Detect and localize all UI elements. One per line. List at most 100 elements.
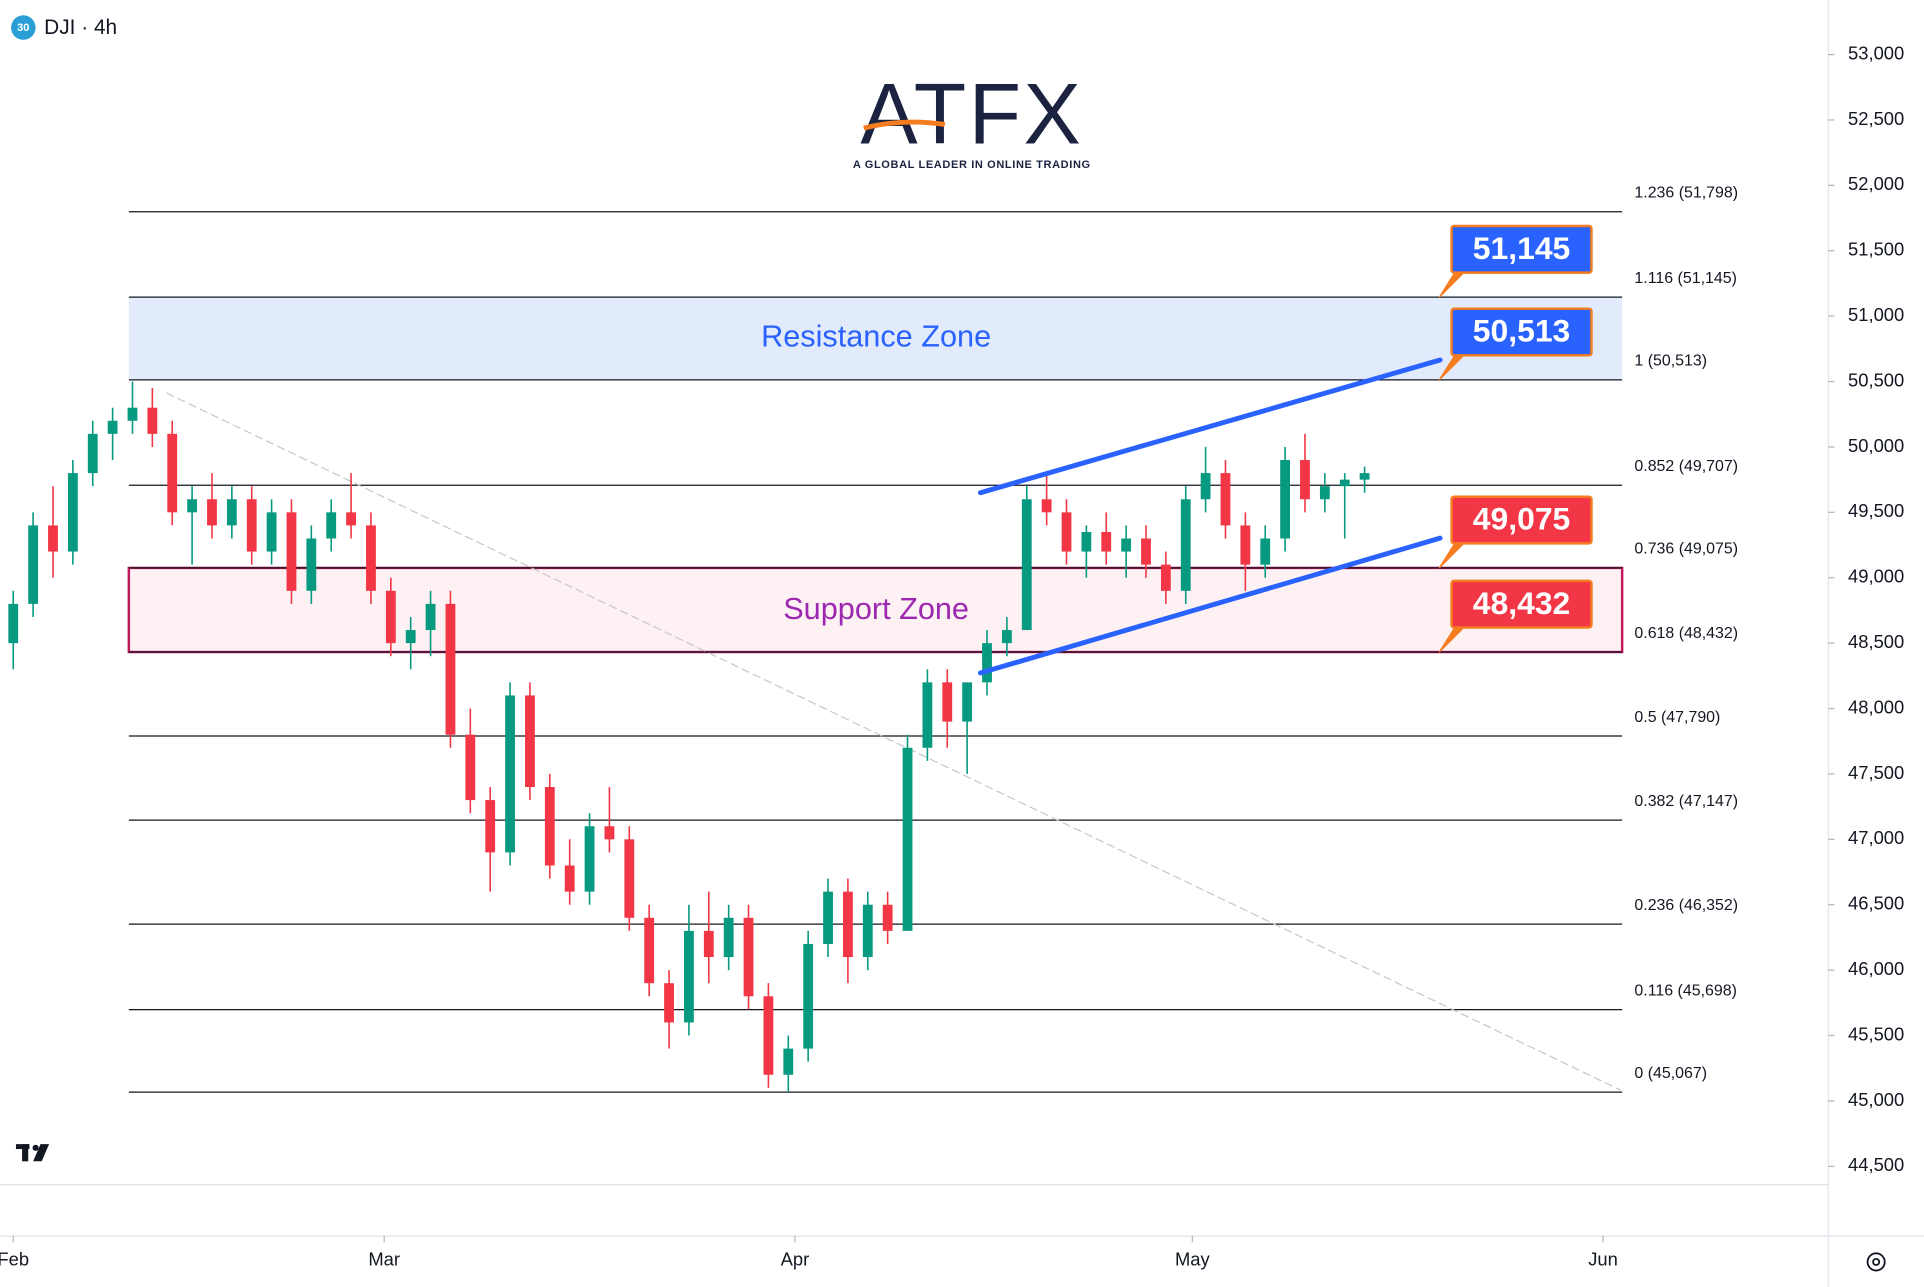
- candle-body: [544, 787, 555, 866]
- candle-body: [1180, 499, 1191, 591]
- candle-body: [1121, 538, 1132, 552]
- fib-label: 0.736 (49,075): [1634, 541, 1738, 558]
- fib-label: 0.5 (47,790): [1634, 709, 1720, 726]
- fib-label: 0.618 (48,432): [1634, 625, 1738, 642]
- settings-icon[interactable]: [1866, 1252, 1886, 1272]
- y-tick-label: 46,000: [1848, 958, 1904, 979]
- candle-body: [1001, 630, 1012, 644]
- trend-line: [977, 535, 1443, 676]
- candle-body: [743, 917, 754, 997]
- callout-box: [1450, 579, 1593, 629]
- candle-body: [48, 525, 58, 552]
- callout-label: 51,145: [1473, 230, 1571, 266]
- candle-body: [982, 643, 992, 683]
- candle-body: [624, 839, 635, 918]
- candle-body: [187, 499, 198, 513]
- candle-body: [485, 800, 496, 853]
- candle-body: [882, 904, 893, 931]
- candle-body: [1021, 499, 1032, 631]
- candle-body: [783, 1048, 794, 1075]
- candle-body: [67, 473, 78, 552]
- y-tick-label: 50,000: [1848, 435, 1904, 456]
- y-tick-label: 49,000: [1848, 566, 1904, 587]
- candle-body: [445, 603, 456, 735]
- brand-swoosh: [863, 119, 946, 131]
- zone-label: Support Zone: [783, 592, 969, 626]
- tradingview-logo: [15, 1144, 50, 1162]
- candle-body: [405, 630, 416, 644]
- callout-label: 48,432: [1473, 585, 1571, 621]
- fib-label: 0.852 (49,707): [1634, 458, 1738, 475]
- y-tick-label: 49,500: [1848, 500, 1904, 521]
- candle-body: [942, 682, 953, 722]
- callout-box: [1450, 307, 1593, 357]
- callout-box: [1450, 224, 1593, 274]
- candle-body: [902, 747, 913, 931]
- overlays: 1.236 (51,798) 1.116 (51,145) 1 (50,513) 0.…: [127, 185, 1738, 1093]
- candle-body: [226, 499, 237, 526]
- y-tick-label: 48,500: [1848, 631, 1904, 652]
- fib-label: 0 (45,067): [1634, 1065, 1707, 1082]
- candle-body: [684, 930, 694, 1023]
- candle-body: [1240, 525, 1251, 565]
- candle-body: [465, 734, 476, 801]
- y-tick-label: 47,000: [1848, 827, 1904, 848]
- candle-body: [505, 695, 515, 853]
- fib-label: 1 (50,513): [1634, 353, 1707, 370]
- chart-title[interactable]: DJI · 4h: [44, 16, 117, 39]
- y-tick-label: 47,500: [1848, 762, 1904, 783]
- candle-body: [723, 917, 734, 958]
- candle-body: [1359, 473, 1370, 480]
- candle-body: [564, 865, 575, 892]
- candle-body: [842, 891, 853, 958]
- y-tick-label: 51,000: [1848, 304, 1904, 325]
- candle-body: [1280, 460, 1291, 539]
- x-tick-label: May: [1175, 1249, 1211, 1270]
- x-tick-label: Apr: [781, 1249, 810, 1270]
- candle-body: [107, 420, 118, 434]
- candle-body: [1200, 473, 1211, 500]
- candle-body: [266, 512, 277, 552]
- brand-tagline: A GLOBAL LEADER IN ONLINE TRADING: [853, 159, 1091, 171]
- candle-body: [1041, 499, 1052, 513]
- zone: [128, 297, 1623, 380]
- y-tick-label: 52,500: [1848, 108, 1904, 129]
- candle-body: [803, 943, 814, 1049]
- candle-body: [127, 407, 138, 421]
- candle-body: [207, 499, 217, 526]
- candle-body: [246, 499, 257, 552]
- fib-label: 0.382 (47,147): [1634, 793, 1738, 810]
- candle-body: [1339, 479, 1350, 487]
- fib-label: 0.116 (45,698): [1634, 982, 1737, 999]
- fib-label: 0.236 (46,352): [1634, 897, 1738, 914]
- y-tick-label: 53,000: [1848, 42, 1904, 63]
- projection-line: [166, 392, 1621, 1091]
- candle-body: [823, 891, 833, 944]
- y-tick-label: 48,000: [1848, 696, 1904, 717]
- candle-body: [1319, 486, 1330, 500]
- badge-text: 30: [17, 22, 29, 34]
- trend-line: [977, 357, 1443, 496]
- candle-body: [664, 983, 674, 1023]
- callout-label: 49,075: [1473, 501, 1571, 537]
- candle-body: [87, 433, 98, 474]
- candle-body: [28, 525, 39, 604]
- candle-body: [306, 538, 317, 591]
- candle-body: [1061, 512, 1072, 552]
- candle-body: [167, 433, 178, 513]
- candle-body: [604, 826, 615, 840]
- candle-body: [644, 917, 655, 984]
- candle-body: [1260, 538, 1271, 565]
- grid: 44,500 45,000 45,500 46,000 46,500 47,000 47,5…: [0, 42, 1904, 1269]
- symbol-badge: [11, 15, 36, 40]
- candle-body: [703, 930, 714, 958]
- y-tick-label: 45,000: [1848, 1089, 1904, 1110]
- candle-body: [346, 512, 356, 526]
- y-tick-label: 52,000: [1848, 173, 1904, 194]
- x-tick-label: Jun: [1588, 1249, 1618, 1270]
- candle-body: [1081, 531, 1092, 552]
- candle-body: [1220, 473, 1231, 526]
- x-tick-label: Feb: [0, 1249, 29, 1270]
- candles: [8, 381, 1370, 1093]
- x-tick-label: Mar: [368, 1249, 400, 1270]
